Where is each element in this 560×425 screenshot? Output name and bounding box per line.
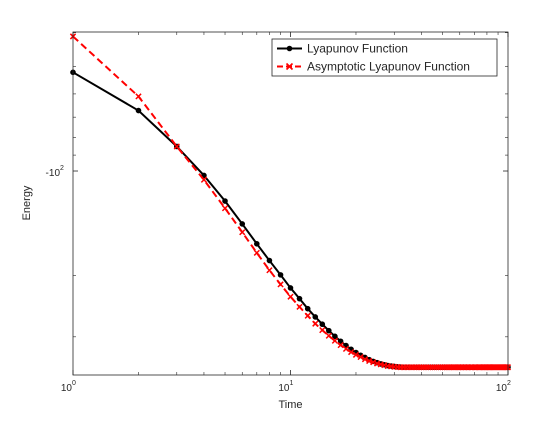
x-tick-label-base: 10	[61, 383, 73, 394]
data-point-lyapunov	[239, 221, 246, 227]
data-point-asymptotic	[347, 348, 355, 356]
data-point-asymptotic	[418, 364, 425, 371]
legend-marker-lyapunov	[286, 45, 293, 52]
data-point-lyapunov	[277, 272, 284, 278]
x-tick-label-base: 10	[496, 383, 508, 394]
data-point-lyapunov	[266, 257, 273, 264]
data-point-asymptotic	[361, 356, 369, 363]
legend-label-asymptotic: Asymptotic Lyapunov Function	[307, 60, 470, 74]
x-tick-label: 10 0	[61, 380, 76, 394]
data-point-lyapunov	[304, 305, 311, 312]
data-point-asymptotic	[253, 249, 260, 256]
data-point-asymptotic	[304, 312, 311, 319]
x-tick-label-exponent: 0	[72, 380, 76, 387]
legend-box	[271, 38, 498, 77]
data-point-lyapunov	[287, 285, 294, 291]
x-tick-label: 10 2	[496, 380, 511, 394]
axes-background	[73, 32, 508, 375]
data-point-asymptotic	[287, 293, 294, 300]
data-point-asymptotic	[277, 281, 284, 288]
data-point-asymptotic	[312, 320, 319, 327]
x-tick-labels: 10 0 10 1 10 2	[61, 380, 511, 394]
y-tick-label-exponent: 2	[60, 165, 64, 172]
minor-ticks	[73, 32, 508, 375]
x-tick-label-base: 10	[278, 383, 290, 394]
data-point-asymptotic	[173, 143, 180, 150]
data-point-asymptotic	[331, 337, 339, 344]
data-point-asymptotic	[337, 342, 344, 349]
data-point-asymptotic	[266, 267, 273, 274]
data-point-lyapunov	[319, 321, 326, 328]
x-tick-label: 10 1	[278, 380, 293, 394]
legend[interactable]: Lyapunov Function Asymptotic Lyapunov Fu…	[271, 38, 498, 77]
x-axis-label: Time	[278, 399, 302, 411]
data-point-asymptotic	[221, 205, 229, 212]
legend-marker-asymptotic	[285, 62, 294, 71]
data-point-lyapunov	[254, 241, 260, 247]
data-point-lyapunov	[312, 314, 319, 320]
series-layer	[69, 33, 512, 371]
data-point-asymptotic	[352, 351, 360, 358]
data-point-asymptotic	[357, 353, 364, 361]
data-point-lyapunov	[332, 333, 338, 340]
data-point-lyapunov	[135, 107, 142, 114]
data-point-asymptotic	[200, 176, 208, 183]
data-point-asymptotic	[366, 357, 373, 365]
data-point-asymptotic	[239, 229, 246, 236]
data-point-asymptotic	[296, 303, 303, 310]
legend-label-lyapunov: Lyapunov Function	[307, 42, 408, 56]
data-point-asymptotic	[342, 345, 350, 353]
y-tick-label: -10 2	[46, 165, 64, 179]
y-tick-labels: -10 2	[46, 165, 64, 179]
data-point-asymptotic	[415, 364, 423, 371]
y-tick-label-base: -10	[46, 168, 61, 179]
series-asymptotic	[69, 33, 512, 371]
data-point-lyapunov	[222, 198, 228, 204]
data-point-asymptotic	[325, 332, 332, 339]
data-point-lyapunov	[325, 327, 332, 334]
data-point-asymptotic	[319, 326, 326, 334]
data-point-lyapunov	[296, 295, 303, 302]
axes-box	[72, 31, 509, 376]
data-point-asymptotic	[135, 93, 142, 100]
x-tick-label-exponent: 1	[290, 380, 294, 387]
x-tick-label-exponent: 2	[507, 380, 511, 387]
y-axis-label: Energy	[21, 185, 33, 220]
